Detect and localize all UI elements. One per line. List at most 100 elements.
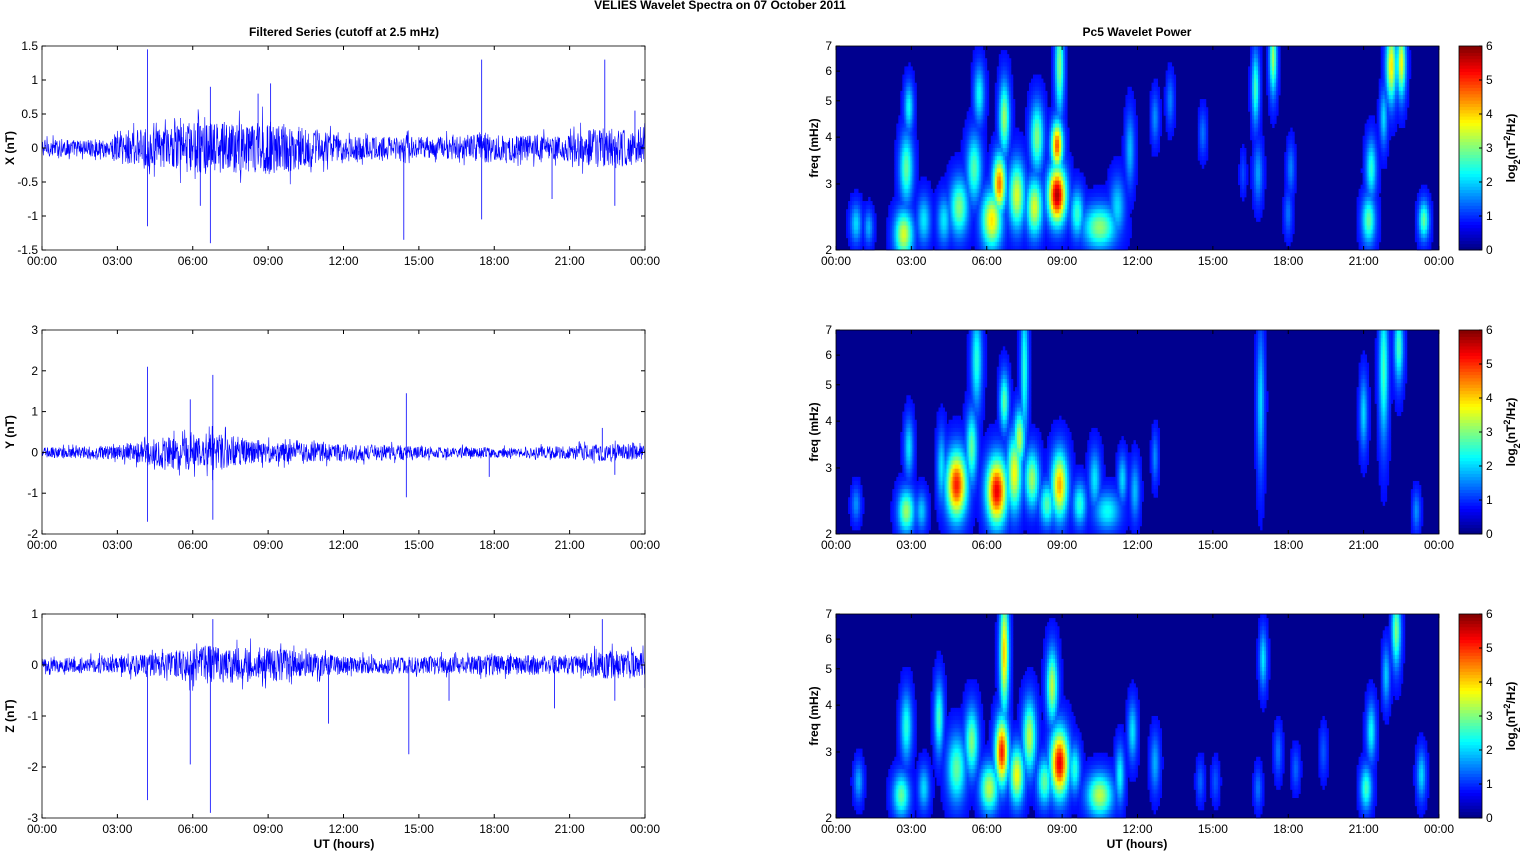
wavelet-x-power-cell xyxy=(958,160,962,165)
wavelet-x-power-cell xyxy=(970,233,974,239)
wavelet-x-power-cell xyxy=(978,46,982,51)
wavelet-x-power-cell xyxy=(858,229,861,235)
wavelet-x-power-cell xyxy=(928,225,931,230)
wavelet-x-power-cell xyxy=(996,143,1000,149)
wavelet-x-power-cell xyxy=(992,196,996,202)
wavelet-x-power-cell xyxy=(904,168,907,173)
wavelet-x-power-cell xyxy=(986,245,990,251)
wavelet-x-power-cell xyxy=(942,176,945,182)
wavelet-x-power-cell xyxy=(902,90,905,96)
wavelet-x-power-cell xyxy=(1173,115,1177,120)
wavelet-x-power-cell xyxy=(996,192,1000,198)
wavelet-x-power-cell xyxy=(972,217,976,222)
wavelet-x-power-cell xyxy=(906,123,909,128)
wavelet-x-power-cell xyxy=(912,209,915,214)
wavelet-x-power-cell xyxy=(896,213,899,218)
wavelet-x-power-cell xyxy=(912,111,915,116)
wavelet-x-power-cell xyxy=(1000,156,1004,161)
wavelet-x-power-cell xyxy=(1006,229,1010,235)
wavelet-x-power-cell xyxy=(898,237,901,243)
wavelet-x-power-cell xyxy=(978,184,982,190)
wavelet-x-power-cell xyxy=(954,192,957,198)
wavelet-x-power-cell xyxy=(868,237,871,243)
wavelet-x-power-cell xyxy=(972,241,976,247)
wavelet-x-power-cell xyxy=(978,74,982,80)
wavelet-x-power-cell xyxy=(968,135,972,141)
wavelet-x-power-cell xyxy=(956,176,960,182)
wavelet-x-power-cell xyxy=(906,229,909,235)
wavelet-x-power-cell xyxy=(1000,225,1004,230)
wavelet-x-power-cell xyxy=(894,205,897,210)
wavelet-x-power-cell xyxy=(1002,50,1006,55)
ts-x-signal-line xyxy=(42,106,645,185)
wavelet-x-power-cell xyxy=(978,241,982,247)
wavelet-x-power-cell xyxy=(856,245,859,251)
wavelet-x-power-cell xyxy=(852,192,855,198)
wavelet-x-power-cell xyxy=(906,119,909,124)
wavelet-x-power-cell xyxy=(1002,245,1006,251)
wavelet-x-power-cell xyxy=(912,143,915,149)
wavelet-x-power-cell xyxy=(986,82,990,88)
wavelet-x-power-cell xyxy=(966,172,970,177)
wavelet-x-power-cell xyxy=(908,86,911,92)
wavelet-x-power-cell xyxy=(990,172,994,177)
wavelet-x-power-cell xyxy=(908,107,911,112)
wavelet-x-power-cell xyxy=(894,209,897,214)
wavelet-x-power-cell xyxy=(962,201,966,206)
wavelet-x-power-cell xyxy=(986,168,990,173)
wavelet-x-power-cell xyxy=(982,164,986,169)
ts-x-xtick-label: 21:00 xyxy=(555,254,585,268)
wavelet-x-power-cell xyxy=(1244,152,1247,157)
wavelet-x-power-cell xyxy=(986,99,990,104)
wavelet-x-power-cell xyxy=(962,221,966,226)
wavelet-x-power-cell xyxy=(982,86,986,92)
wavelet-x-power-cell xyxy=(924,188,927,194)
wavelet-x-power-cell xyxy=(982,107,986,112)
wavelet-x-power-cell xyxy=(984,152,988,157)
wavelet-x-power-cell xyxy=(930,188,933,194)
wavelet-x-power-cell xyxy=(936,205,939,210)
wavelet-x-power-cell xyxy=(1205,135,1209,141)
wavelet-x-power-cell xyxy=(914,209,917,214)
wavelet-x-power-cell xyxy=(976,46,980,51)
wavelet-x-power-cell xyxy=(950,217,953,222)
wavelet-x-power-cell xyxy=(956,217,960,222)
wavelet-x-power-cell xyxy=(938,241,941,247)
wavelet-x-power-cell xyxy=(966,131,970,137)
wavelet-x-power-cell xyxy=(910,168,913,173)
wavelet-x-power-cell xyxy=(968,152,972,157)
wavelet-x-power-cell xyxy=(974,164,978,169)
wavelet-x-power-cell xyxy=(896,139,899,145)
wavelet-x-power-cell xyxy=(996,135,1000,141)
wavelet-x-power-cell xyxy=(920,217,923,222)
wavelet-x-power-cell xyxy=(980,180,984,186)
wavelet-x-power-cell xyxy=(968,192,972,198)
left-column-title: Filtered Series (cutoff at 2.5 mHz) xyxy=(249,25,439,39)
wavelet-x-power-cell xyxy=(900,217,903,222)
wavelet-x-power-cell xyxy=(972,127,976,133)
wavelet-x-power-cell xyxy=(912,139,915,145)
wavelet-x-power-cell xyxy=(1262,135,1265,141)
wavelet-x-power-cell xyxy=(968,221,972,226)
wavelet-x-power-cell xyxy=(896,164,899,169)
wavelet-x-power-cell xyxy=(1004,160,1008,165)
wavelet-x-power-cell xyxy=(954,221,957,226)
wavelet-x-power-cell xyxy=(972,148,976,153)
wavelet-x-power-cell xyxy=(852,241,855,247)
wavelet-x-power-cell xyxy=(908,148,911,153)
wavelet-x-power-cell xyxy=(908,139,911,145)
wavelet-x-power-cell xyxy=(994,217,998,222)
wavelet-x-power-cell xyxy=(1065,119,1068,124)
wavelet-x-power-cell xyxy=(894,229,897,235)
wavelet-x-power-cell xyxy=(994,123,998,128)
ts-x-xtick-label: 03:00 xyxy=(102,254,132,268)
wavelet-x-power-cell xyxy=(858,201,861,206)
wavelet-x-power-cell xyxy=(992,233,996,239)
wavelet-x-power-cell xyxy=(1000,217,1004,222)
wavelet-x-power-cell xyxy=(910,90,913,96)
wavelet-x-power-cell xyxy=(992,188,996,194)
wavelet-x-power-cell xyxy=(1159,103,1163,108)
wavelet-x-power-cell xyxy=(886,241,889,247)
wavelet-x-power-cell xyxy=(942,209,945,214)
wavelet-x-power-cell xyxy=(970,111,974,116)
